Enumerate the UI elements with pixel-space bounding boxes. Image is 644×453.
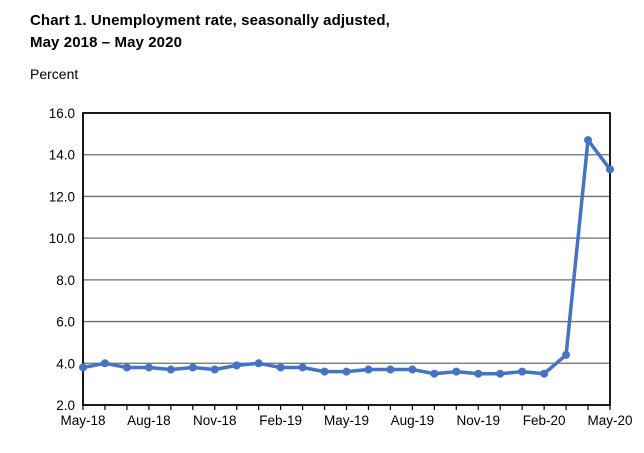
y-tick-label: 10.0	[49, 231, 75, 246]
data-point	[540, 369, 549, 378]
y-tick-label: 8.0	[56, 273, 75, 288]
x-tick-label: Nov-18	[193, 413, 237, 428]
data-point	[79, 363, 87, 372]
data-point	[452, 367, 461, 376]
data-point	[584, 136, 593, 145]
x-tick-label: Aug-19	[391, 413, 435, 428]
y-tick-label: 16.0	[49, 106, 75, 121]
data-point	[606, 165, 614, 174]
data-point	[166, 365, 175, 374]
data-point	[210, 365, 219, 374]
plot-frame	[82, 112, 611, 406]
y-tick-label: 2.0	[56, 398, 75, 413]
x-tick-label: Nov-19	[456, 413, 500, 428]
data-line	[81, 138, 612, 376]
chart-title-line2: May 2018 – May 2020	[30, 34, 183, 51]
chart-title: Chart 1. Unemployment rate, seasonally a…	[30, 10, 390, 54]
data-point	[122, 363, 131, 372]
data-point	[342, 367, 351, 376]
x-tick-label: May-18	[60, 413, 105, 428]
data-point	[496, 369, 505, 378]
y-tick-label: 12.0	[49, 189, 75, 204]
data-point	[364, 365, 373, 374]
data-point	[518, 367, 527, 376]
x-tick-label: May-19	[324, 413, 369, 428]
data-point	[232, 361, 241, 370]
y-tick-label: 4.0	[56, 356, 75, 371]
data-point	[254, 359, 263, 368]
data-point	[298, 363, 307, 372]
data-point	[562, 350, 571, 359]
y-axis-unit-label: Percent	[30, 66, 79, 82]
chart-title-line1: Chart 1. Unemployment rate, seasonally a…	[30, 12, 390, 29]
data-point	[188, 363, 197, 372]
data-point	[474, 369, 483, 378]
data-point	[276, 363, 285, 372]
x-tick-label: Aug-18	[127, 413, 171, 428]
data-point	[386, 365, 395, 374]
data-point	[320, 367, 329, 376]
x-tick-label: Feb-20	[523, 413, 566, 428]
data-point	[430, 369, 439, 378]
x-tick-label: May-20	[587, 413, 632, 428]
data-point	[100, 359, 109, 368]
x-tick-label: Feb-19	[259, 413, 302, 428]
y-tick-label: 14.0	[49, 148, 75, 163]
data-point	[408, 365, 417, 374]
data-point	[144, 363, 153, 372]
y-tick-label: 6.0	[56, 315, 75, 330]
